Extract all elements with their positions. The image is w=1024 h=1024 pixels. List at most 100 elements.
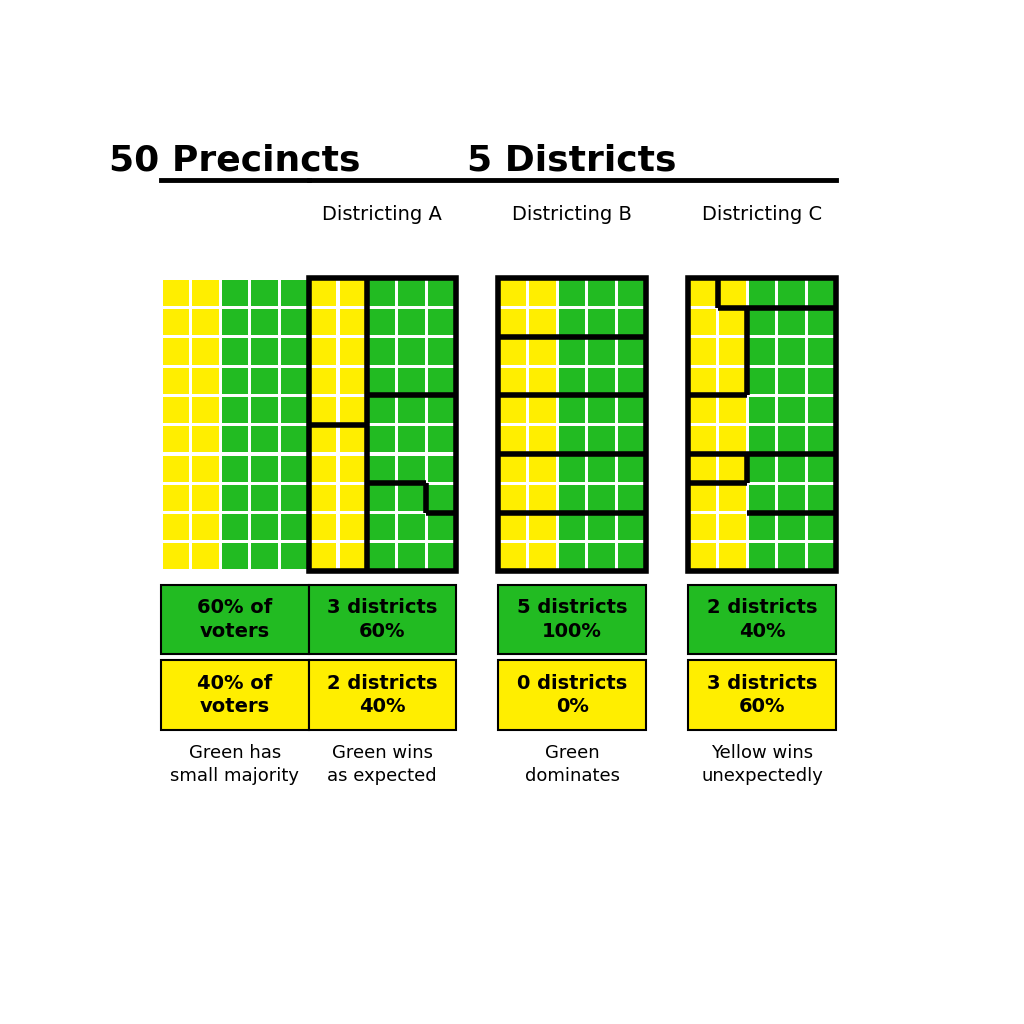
- Bar: [310, 544, 337, 569]
- Text: Districting A: Districting A: [323, 205, 442, 224]
- Bar: [808, 339, 834, 365]
- Text: 2 districts
40%: 2 districts 40%: [707, 598, 817, 641]
- Bar: [310, 309, 337, 336]
- Bar: [222, 397, 248, 423]
- Bar: [529, 309, 556, 336]
- Bar: [559, 309, 586, 336]
- Bar: [222, 514, 248, 541]
- Text: 3 districts
60%: 3 districts 60%: [707, 674, 817, 716]
- Bar: [193, 280, 219, 306]
- Bar: [499, 279, 646, 571]
- Bar: [398, 397, 425, 423]
- Bar: [398, 339, 425, 365]
- Bar: [369, 309, 395, 336]
- Text: Districting B: Districting B: [512, 205, 632, 224]
- Bar: [617, 456, 644, 481]
- Text: 50 Precincts: 50 Precincts: [110, 143, 360, 177]
- Bar: [778, 426, 805, 453]
- Text: 3 districts
60%: 3 districts 60%: [327, 598, 437, 641]
- Bar: [690, 456, 716, 481]
- Bar: [222, 339, 248, 365]
- Bar: [428, 456, 455, 481]
- Bar: [193, 484, 219, 511]
- Bar: [778, 484, 805, 511]
- Bar: [340, 426, 366, 453]
- Bar: [500, 426, 526, 453]
- Bar: [719, 456, 745, 481]
- Bar: [428, 426, 455, 453]
- Bar: [808, 544, 834, 569]
- Bar: [369, 484, 395, 511]
- Bar: [719, 368, 745, 394]
- Bar: [559, 456, 586, 481]
- Bar: [428, 397, 455, 423]
- Bar: [617, 544, 644, 569]
- Bar: [749, 368, 775, 394]
- Bar: [808, 368, 834, 394]
- Text: Green wins
as expected: Green wins as expected: [328, 743, 437, 785]
- Bar: [251, 426, 278, 453]
- Bar: [690, 309, 716, 336]
- Bar: [617, 368, 644, 394]
- Bar: [529, 514, 556, 541]
- Bar: [428, 544, 455, 569]
- Bar: [719, 309, 745, 336]
- Bar: [398, 426, 425, 453]
- Bar: [281, 426, 307, 453]
- Text: Yellow wins
unexpectedly: Yellow wins unexpectedly: [701, 743, 823, 785]
- Bar: [778, 456, 805, 481]
- Bar: [310, 456, 337, 481]
- Bar: [719, 339, 745, 365]
- Bar: [340, 280, 366, 306]
- Bar: [749, 339, 775, 365]
- Bar: [310, 397, 337, 423]
- Text: 2 districts
40%: 2 districts 40%: [327, 674, 437, 716]
- Bar: [499, 585, 646, 654]
- Bar: [340, 397, 366, 423]
- Bar: [163, 339, 189, 365]
- Bar: [589, 484, 614, 511]
- Bar: [193, 514, 219, 541]
- Bar: [369, 514, 395, 541]
- Bar: [251, 397, 278, 423]
- Bar: [281, 484, 307, 511]
- Bar: [222, 426, 248, 453]
- Bar: [559, 544, 586, 569]
- Bar: [719, 397, 745, 423]
- Bar: [719, 514, 745, 541]
- Bar: [778, 544, 805, 569]
- Bar: [589, 397, 614, 423]
- Bar: [808, 456, 834, 481]
- Bar: [163, 484, 189, 511]
- Bar: [310, 484, 337, 511]
- Bar: [617, 339, 644, 365]
- Text: Green
dominates: Green dominates: [524, 743, 620, 785]
- Bar: [529, 339, 556, 365]
- Bar: [369, 456, 395, 481]
- Bar: [589, 309, 614, 336]
- Bar: [251, 456, 278, 481]
- Bar: [808, 514, 834, 541]
- Bar: [369, 280, 395, 306]
- Bar: [398, 544, 425, 569]
- Bar: [281, 339, 307, 365]
- Bar: [617, 397, 644, 423]
- Bar: [310, 339, 337, 365]
- Bar: [500, 368, 526, 394]
- Bar: [559, 280, 586, 306]
- Bar: [340, 456, 366, 481]
- Bar: [688, 279, 836, 571]
- Bar: [559, 514, 586, 541]
- Bar: [310, 368, 337, 394]
- Bar: [808, 484, 834, 511]
- Bar: [529, 544, 556, 569]
- Bar: [499, 660, 646, 730]
- Bar: [428, 514, 455, 541]
- Bar: [690, 426, 716, 453]
- Bar: [778, 280, 805, 306]
- Bar: [398, 456, 425, 481]
- Bar: [369, 368, 395, 394]
- Bar: [310, 280, 337, 306]
- Text: 40% of
voters: 40% of voters: [198, 674, 272, 716]
- Bar: [251, 339, 278, 365]
